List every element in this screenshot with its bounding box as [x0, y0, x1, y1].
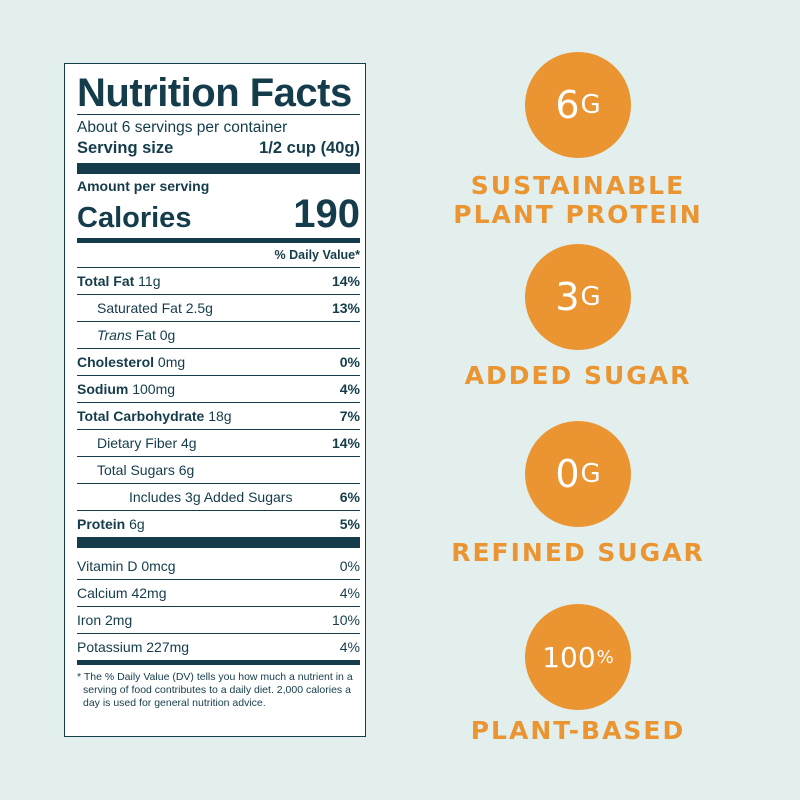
nutrient-row: Saturated Fat 2.5g 13% — [77, 294, 360, 321]
refined-sugar-badge-caption: REFINED SUGAR — [451, 538, 705, 567]
thick-divider — [77, 163, 360, 174]
amount-per-serving: Amount per serving — [77, 178, 210, 194]
added-sugar-badge-caption: ADDED SUGAR — [464, 361, 692, 390]
medium-divider — [77, 238, 360, 243]
vitamin-row: Vitamin D 0mcg 0% — [77, 558, 360, 574]
vitamins-section: Vitamin D 0mcg 0% Calcium 42mg 4% Iron 2… — [77, 553, 360, 660]
daily-value-footnote: * The % Daily Value (DV) tells you how m… — [77, 671, 353, 709]
protein-badge-caption: SUSTAINABLE PLANT PROTEIN — [453, 171, 703, 229]
nutrient-row: Total Sugars 6g — [77, 456, 360, 483]
nutrient-row: Total Carbohydrate 18g 7% — [77, 402, 360, 429]
nutrition-facts-title: Nutrition Facts — [77, 71, 352, 115]
nutrition-facts-label: Nutrition Facts About 6 servings per con… — [64, 63, 366, 737]
serving-size-label: Serving size — [77, 139, 174, 157]
serving-size-row: Serving size 1/2 cup (40g) — [77, 137, 360, 163]
vitamin-row: Calcium 42mg 4% — [77, 579, 360, 606]
medium-divider — [77, 660, 360, 665]
calories-value: 190 — [293, 192, 360, 236]
thick-divider — [77, 537, 360, 548]
calories-row: Calories 190 — [77, 194, 360, 234]
nutrient-row: Protein 6g 5% — [77, 510, 360, 537]
nutrient-row: Includes 3g Added Sugars 6% — [77, 483, 360, 510]
servings-per-container: About 6 servings per container — [77, 119, 288, 136]
nutrient-row: Dietary Fiber 4g 14% — [77, 429, 360, 456]
serving-size-value: 1/2 cup (40g) — [259, 139, 360, 157]
daily-value-header: % Daily Value* — [274, 248, 360, 262]
vitamin-row: Potassium 227mg 4% — [77, 633, 360, 660]
plant-based-badge-circle: 100% — [525, 604, 631, 710]
vitamin-row: Iron 2mg 10% — [77, 606, 360, 633]
nutrient-row: Cholesterol 0mg 0% — [77, 348, 360, 375]
nutrient-row: Sodium 100mg 4% — [77, 375, 360, 402]
calories-label: Calories — [77, 202, 192, 234]
plant-based-badge-caption: PLANT-BASED — [470, 716, 686, 745]
nutrient-row: Trans Fat 0g — [77, 321, 360, 348]
nutrient-row: Total Fat 11g 14% — [77, 267, 360, 294]
